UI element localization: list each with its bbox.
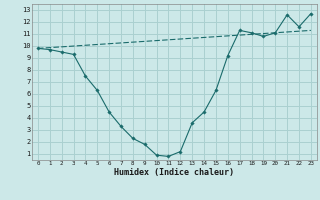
X-axis label: Humidex (Indice chaleur): Humidex (Indice chaleur) bbox=[115, 168, 234, 177]
